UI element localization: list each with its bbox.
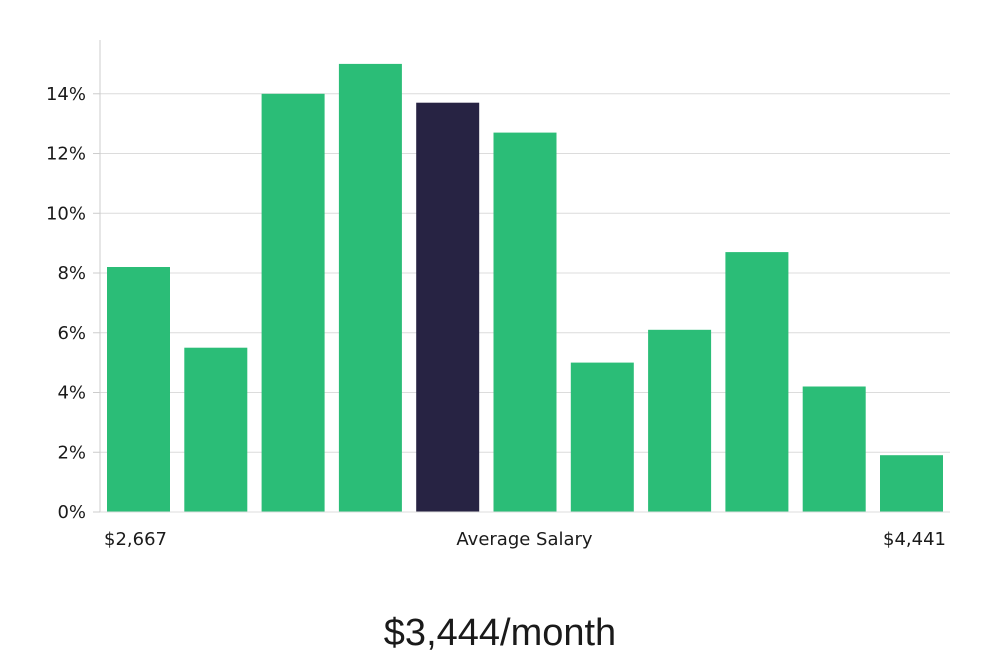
y-tick-label: 6% — [57, 323, 86, 344]
bar — [725, 252, 789, 512]
y-tick-label: 8% — [57, 263, 86, 284]
bar — [338, 63, 402, 513]
axes: 0% 2% 4% 6% 8% 10% 12% 14% — [46, 40, 950, 523]
bar — [261, 93, 325, 513]
average-salary-headline: $3,444/month — [383, 612, 617, 654]
y-tick-label: 4% — [57, 383, 86, 404]
bar — [648, 329, 712, 512]
bar — [880, 455, 943, 512]
y-tick-label: 0% — [57, 502, 86, 523]
x-axis-min-label: $2,667 — [104, 529, 167, 550]
x-axis-title: Average Salary — [456, 529, 593, 550]
bars — [107, 63, 943, 513]
bar — [184, 347, 248, 512]
bar — [570, 362, 634, 512]
y-tick-label: 2% — [57, 442, 86, 463]
bar — [107, 267, 170, 512]
bar — [802, 386, 866, 512]
highlighted-bar — [416, 102, 480, 512]
y-tick-label: 10% — [46, 203, 86, 224]
y-tick-label: 14% — [46, 84, 86, 105]
x-axis-max-label: $4,441 — [883, 529, 946, 550]
y-tick-label: 12% — [46, 144, 86, 165]
salary-histogram: 0% 2% 4% 6% 8% 10% 12% 14% — [46, 40, 950, 523]
bar — [493, 132, 557, 512]
